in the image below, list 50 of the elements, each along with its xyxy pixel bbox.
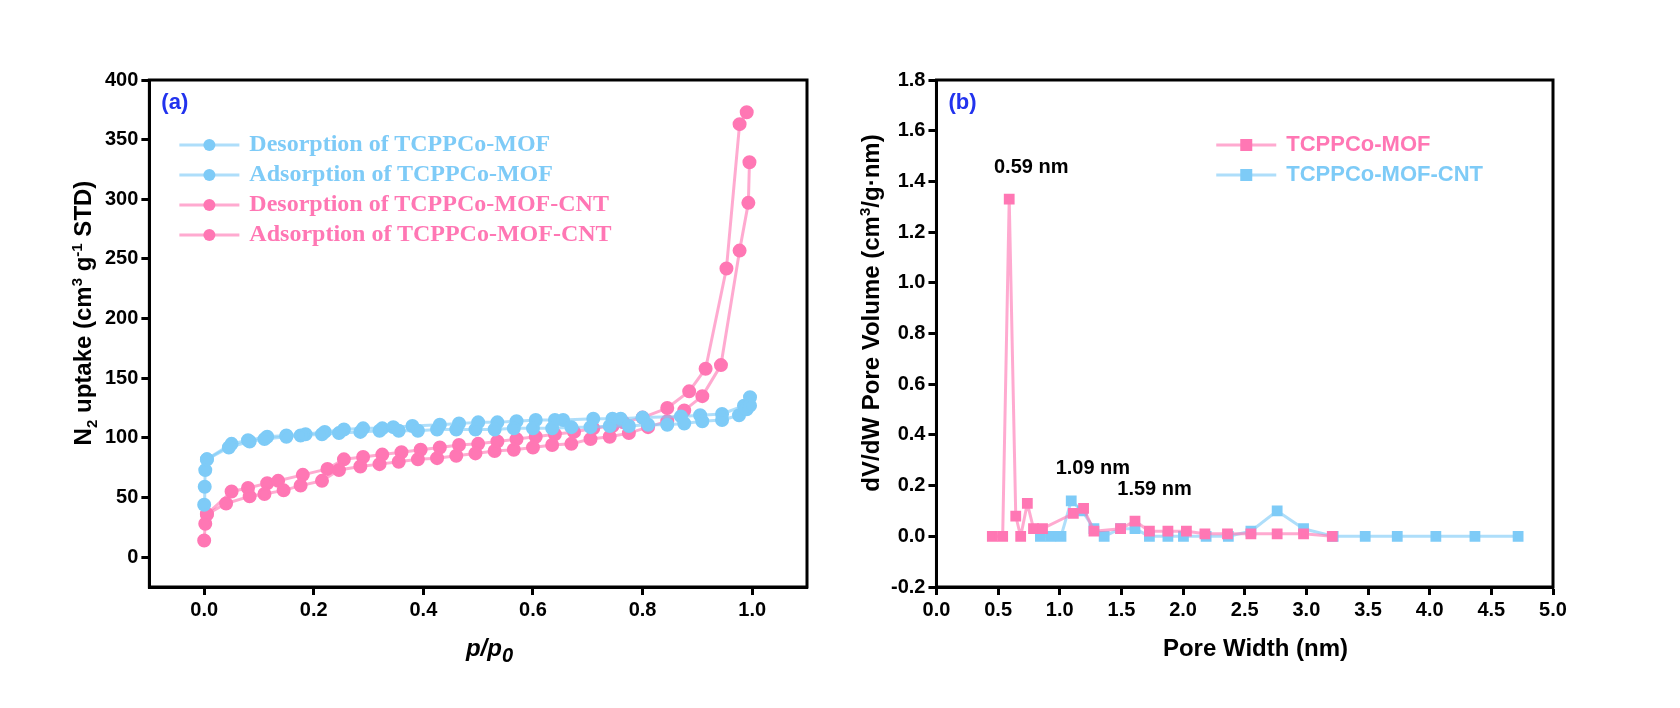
y-tick-label: 1.2	[897, 219, 926, 242]
x-tick-label: 0.2	[299, 597, 328, 620]
x-tick-label: 0.0	[190, 597, 219, 620]
y-tick-label: 350	[104, 127, 139, 150]
chart-title: (b)	[948, 89, 977, 115]
annotation: 0.59 nm	[993, 154, 1069, 177]
x-tick-label: 0.6	[519, 597, 547, 620]
chart-title: (a)	[161, 89, 189, 115]
x-tick-label: 4.5	[1477, 597, 1506, 620]
x-axis-title: p/p$_{0}$	[464, 634, 515, 667]
x-tick-label: 0.0	[922, 597, 951, 620]
legend-label: Desorption of TCPPCo-MOF	[249, 130, 551, 157]
y-tick-label: 0.4	[897, 422, 927, 445]
y-tick-label: 1.4	[897, 168, 927, 191]
annotation: 1.09 nm	[1055, 456, 1131, 479]
x-tick-label: 3.5	[1354, 597, 1382, 620]
y-tick-label: 400	[104, 67, 139, 90]
y-tick-label: 0.2	[897, 473, 926, 496]
y-tick-label: 100	[104, 425, 139, 448]
legend-label: TCPPCo-MOF	[1286, 131, 1431, 157]
y-tick-label: 0	[127, 544, 139, 567]
y-tick-label: 1.6	[897, 118, 926, 141]
x-tick-label: 0.5	[984, 597, 1013, 620]
y-tick-label: 250	[104, 246, 139, 269]
annotation: 1.59 nm	[1117, 476, 1192, 499]
y-tick-label: 50	[116, 485, 139, 508]
legend-label: Adsorption of TCPPCo-MOF-CNT	[249, 220, 612, 247]
x-tick-label: 1.0	[738, 597, 767, 620]
x-tick-label: 1.0	[1045, 597, 1074, 620]
y-tick-label: 200	[104, 306, 139, 329]
x-tick-label: 1.5	[1107, 597, 1136, 620]
y-tick-label: 1.8	[897, 67, 926, 90]
y-tick-label: 1.0	[897, 270, 926, 293]
x-tick-label: 2.0	[1169, 597, 1197, 620]
x-tick-label: 4.0	[1415, 597, 1444, 620]
y-tick-label: 150	[104, 365, 139, 388]
x-tick-label: 5.0	[1539, 597, 1567, 620]
x-tick-label: 0.8	[628, 597, 657, 620]
y-tick-label: 0.6	[897, 371, 926, 394]
legend-label: Adsorption of TCPPCo-MOF	[249, 160, 553, 187]
y-tick-label: 0.0	[897, 523, 926, 546]
x-tick-label: 0.4	[409, 597, 439, 620]
x-tick-label: 2.5	[1230, 597, 1259, 620]
legend-label: TCPPCo-MOF-CNT	[1286, 161, 1484, 187]
legend-label: Desorption of TCPPCo-MOF-CNT	[249, 190, 609, 217]
y-tick-label: 300	[104, 186, 139, 209]
y-tick-label: -0.2	[890, 574, 926, 597]
x-axis-title: Pore Width (nm)	[1161, 634, 1350, 662]
x-tick-label: 3.0	[1292, 597, 1321, 620]
y-tick-label: 0.8	[897, 321, 926, 344]
